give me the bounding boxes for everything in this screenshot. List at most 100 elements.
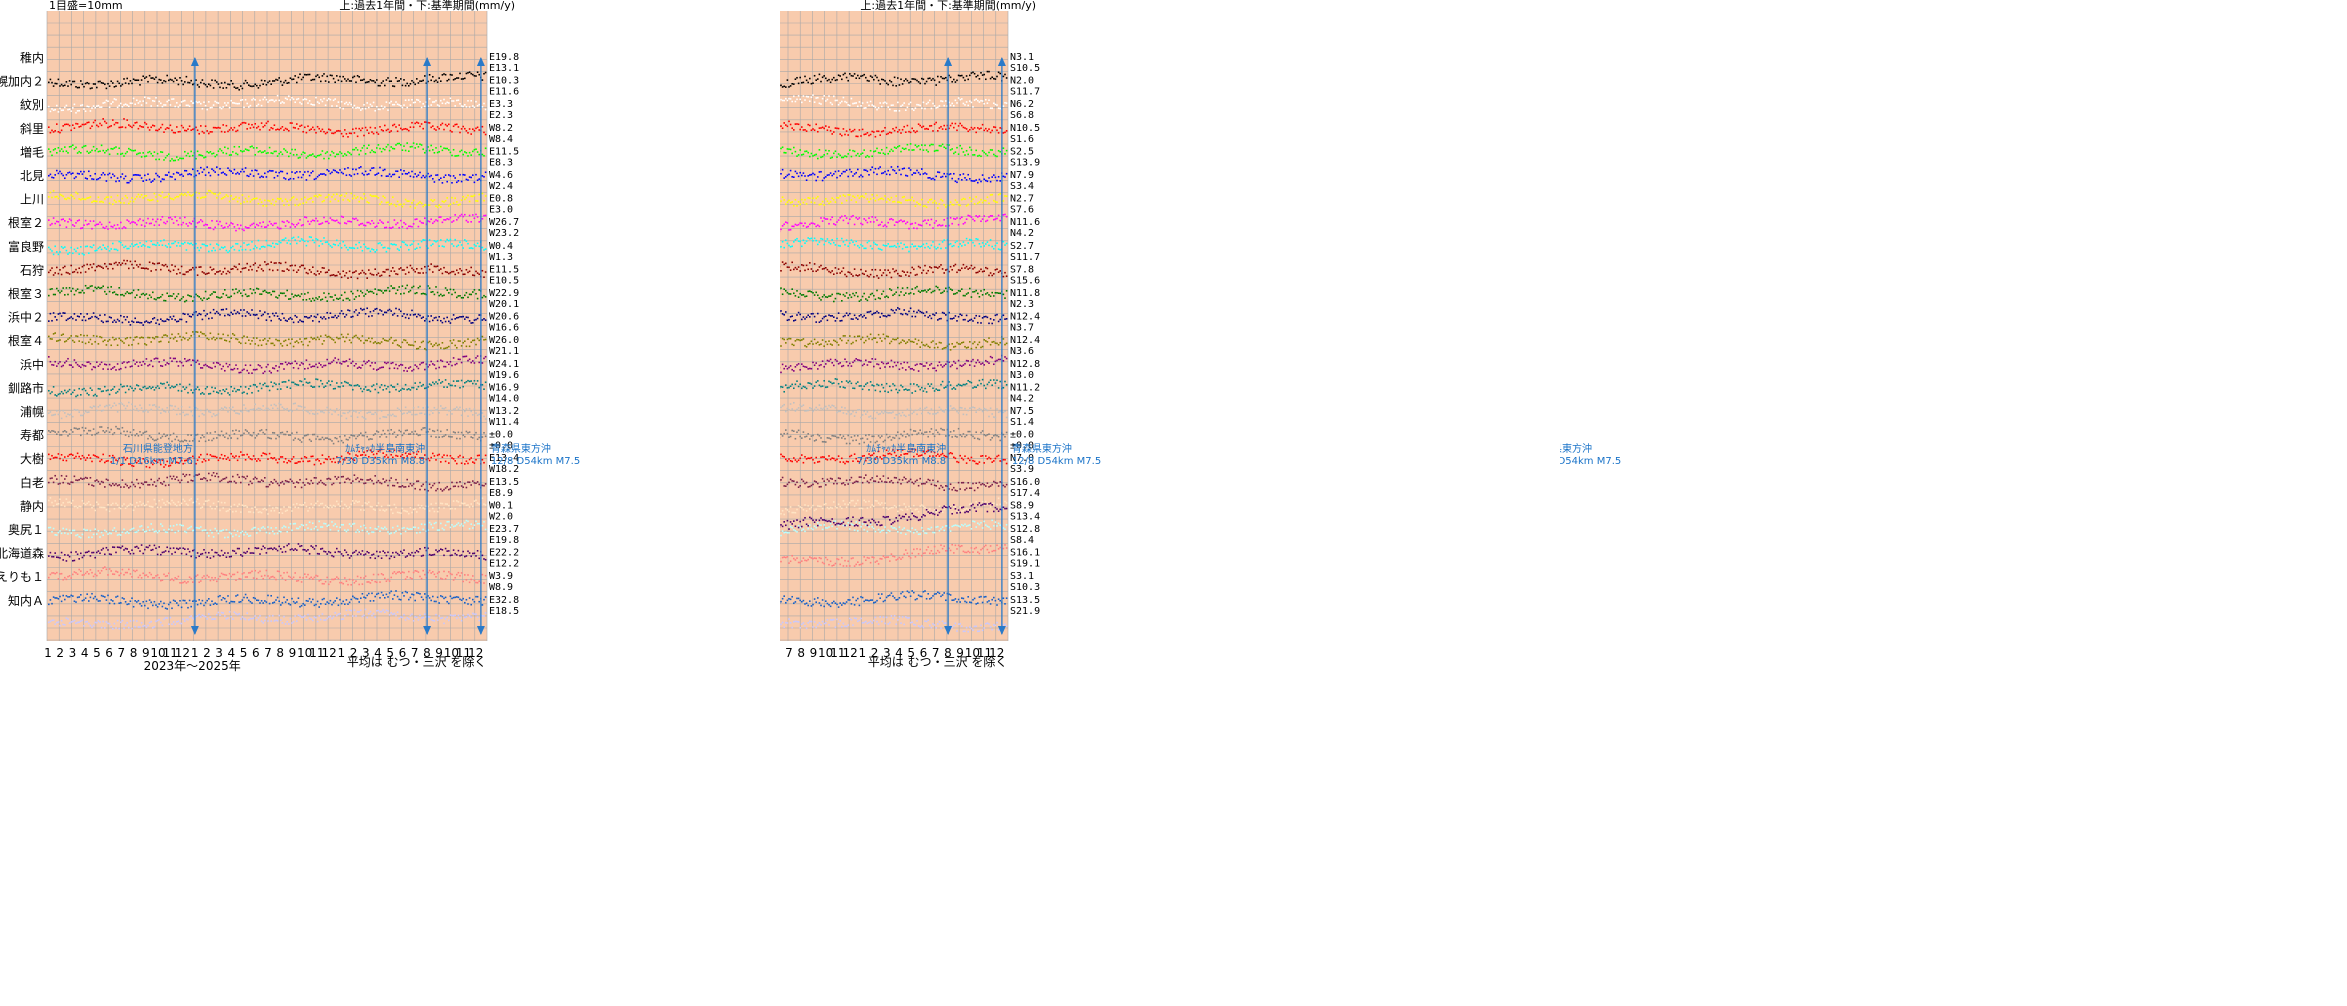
series-dot: [217, 102, 220, 104]
series-dot: [51, 196, 53, 199]
series-dot: [294, 294, 296, 297]
series-dot: [408, 453, 410, 455]
series-dot: [329, 245, 332, 247]
series-dot: [446, 454, 448, 457]
series-dot: [148, 435, 151, 437]
series-dot: [292, 236, 295, 239]
series-dot: [110, 344, 112, 347]
series-dot: [297, 176, 300, 179]
series-dot: [270, 126, 272, 129]
series-dot: [225, 476, 228, 479]
series-dot: [403, 313, 405, 315]
series-dot: [184, 273, 186, 276]
series-dot: [190, 410, 192, 413]
series-dot: [115, 180, 117, 183]
series-dot: [198, 266, 200, 268]
series-dot: [454, 363, 456, 366]
series-dot: [144, 121, 146, 124]
series-dot: [328, 193, 330, 196]
series-dot: [396, 142, 399, 145]
series-dot: [233, 480, 236, 483]
series-dot: [302, 98, 304, 101]
series-dot: [481, 106, 484, 108]
series-dot: [94, 286, 96, 289]
series-dot: [171, 79, 173, 81]
series-dot: [48, 294, 50, 297]
series-dot: [110, 461, 112, 463]
series-dot: [384, 148, 386, 151]
series-dot: [100, 410, 103, 412]
series-dot: [443, 73, 445, 75]
series-dot: [414, 456, 416, 458]
series-dot: [158, 459, 160, 461]
series-dot: [195, 100, 197, 103]
series-dot: [52, 457, 55, 459]
series-dot: [182, 386, 184, 388]
series-dot: [424, 239, 426, 241]
series-dot: [297, 269, 300, 271]
series-dot: [457, 358, 460, 361]
series-dot: [251, 482, 253, 485]
series-dot: [184, 337, 186, 340]
series-dot: [236, 171, 239, 174]
series-dot: [324, 271, 327, 274]
series-dot: [321, 454, 324, 456]
series-dot: [353, 365, 356, 367]
series-dot: [108, 363, 111, 366]
series-dot: [134, 79, 136, 82]
series-dot: [166, 174, 168, 176]
series-dot: [440, 461, 442, 463]
series-dot: [363, 103, 365, 106]
series-dot: [243, 106, 245, 109]
series-dot: [355, 127, 357, 130]
series-dot: [212, 336, 215, 339]
series-dot: [228, 480, 231, 483]
series-dot: [409, 175, 412, 178]
series-dot: [240, 371, 242, 374]
series-dot: [110, 406, 112, 409]
series-dot: [123, 294, 125, 297]
series-dot: [483, 357, 485, 360]
series-dot: [257, 151, 260, 153]
series-dot: [424, 387, 426, 390]
series-dot: [420, 123, 423, 125]
series-dot: [268, 483, 271, 486]
series-dot: [212, 455, 215, 458]
series-dot: [102, 244, 104, 246]
series-dot: [163, 480, 165, 483]
series-dot: [153, 100, 156, 103]
series-dot: [238, 430, 240, 432]
series-dot: [312, 433, 314, 436]
series-dot: [336, 153, 338, 156]
series-dot: [190, 434, 192, 436]
series-dot: [390, 453, 392, 456]
series-dot: [172, 198, 175, 201]
series-dot: [262, 126, 264, 128]
series-dot: [190, 150, 192, 153]
series-dot: [208, 272, 210, 274]
series-dot: [337, 298, 340, 300]
series-dot: [54, 293, 56, 296]
series-dot: [316, 74, 319, 76]
series-dot: [124, 391, 127, 394]
series-dot: [88, 411, 90, 413]
series-dot: [409, 453, 412, 456]
series-dot: [420, 341, 423, 344]
series-dot: [344, 340, 346, 343]
series-dot: [145, 320, 148, 322]
series-dot: [241, 150, 244, 153]
series-dot: [292, 402, 295, 405]
series-dot: [483, 276, 485, 278]
series-dot: [337, 101, 340, 103]
series-dot: [120, 221, 122, 224]
series-dot: [329, 98, 332, 101]
series-dot: [257, 224, 260, 227]
series-dot: [134, 317, 136, 320]
series-dot: [227, 130, 229, 133]
series-dot: [137, 127, 140, 130]
series-dot: [268, 389, 271, 392]
series-dot: [49, 150, 52, 153]
series-dot: [235, 173, 237, 175]
series-dot: [353, 410, 356, 412]
series-dot: [68, 80, 71, 82]
